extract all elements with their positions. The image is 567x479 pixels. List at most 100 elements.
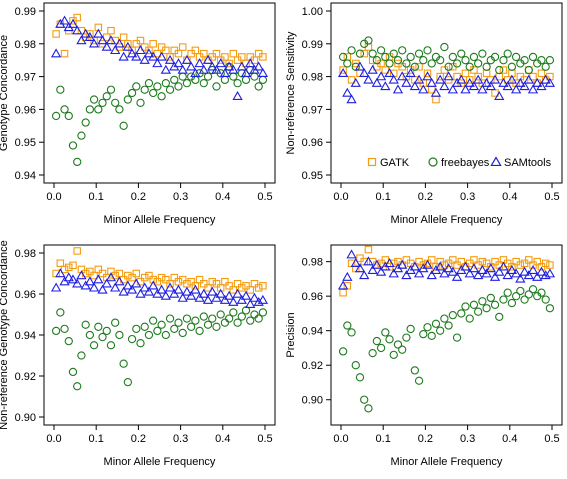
data-point-freebayes xyxy=(545,304,555,313)
series-samtools xyxy=(337,61,556,104)
data-point-gatk xyxy=(461,69,470,78)
series-gatk xyxy=(52,13,267,68)
data-point-samtools xyxy=(544,268,556,278)
data-point-gatk xyxy=(457,257,466,266)
data-point-freebayes xyxy=(250,310,259,319)
y-tick-label: 0.94 xyxy=(15,170,36,182)
data-point-samtools xyxy=(219,68,231,78)
x-tick-label: 0.1 xyxy=(376,433,391,445)
data-point-freebayes xyxy=(393,56,403,65)
data-point-samtools xyxy=(515,77,526,87)
data-point-freebayes xyxy=(478,297,487,306)
data-point-freebayes xyxy=(364,404,373,413)
data-point-gatk xyxy=(107,26,115,35)
data-point-gatk xyxy=(546,261,554,269)
data-point-samtools xyxy=(97,35,108,45)
data-point-freebayes xyxy=(153,82,162,91)
data-point-samtools xyxy=(122,41,133,51)
data-point-samtools xyxy=(110,282,121,292)
data-point-gatk xyxy=(140,273,149,282)
data-point-freebayes xyxy=(423,46,432,55)
data-point-samtools xyxy=(422,259,433,269)
data-point-samtools xyxy=(397,71,408,81)
data-point-samtools xyxy=(139,282,150,292)
data-point-samtools xyxy=(388,74,399,84)
data-point-gatk xyxy=(153,277,162,286)
data-point-freebayes xyxy=(115,330,124,340)
data-point-samtools xyxy=(84,276,96,286)
data-point-freebayes xyxy=(170,75,179,85)
data-point-freebayes xyxy=(195,326,204,336)
y-tick-label: 0.95 xyxy=(15,137,36,149)
data-point-samtools xyxy=(481,77,492,87)
data-point-freebayes xyxy=(216,310,225,319)
data-point-gatk xyxy=(174,277,183,286)
data-point-gatk xyxy=(115,269,124,278)
data-point-freebayes xyxy=(524,290,533,299)
y-tick-label: 0.95 xyxy=(302,170,323,182)
data-point-samtools xyxy=(468,263,480,273)
data-point-gatk xyxy=(427,256,436,264)
data-point-freebayes xyxy=(94,105,103,114)
data-point-freebayes xyxy=(165,314,175,323)
data-point-freebayes xyxy=(436,326,445,335)
data-point-freebayes xyxy=(161,79,170,88)
data-point-freebayes xyxy=(410,366,419,375)
data-point-samtools xyxy=(186,290,197,300)
data-point-freebayes xyxy=(541,62,550,71)
data-point-freebayes xyxy=(507,298,517,308)
data-point-samtools xyxy=(173,284,184,294)
x-tick-label: 0.0 xyxy=(46,191,61,203)
data-point-gatk xyxy=(208,277,217,286)
y-tick-label: 0.96 xyxy=(15,104,36,116)
data-point-gatk xyxy=(170,273,179,282)
data-point-gatk xyxy=(191,46,200,55)
data-point-freebayes xyxy=(338,347,348,356)
data-point-samtools xyxy=(232,288,243,298)
data-point-gatk xyxy=(86,267,94,276)
data-point-samtools xyxy=(401,77,412,87)
data-point-samtools xyxy=(245,58,256,68)
x-tick-label: 0.4 xyxy=(215,191,230,203)
data-point-freebayes xyxy=(136,98,145,107)
legend-triangle-icon xyxy=(490,156,502,167)
data-point-samtools xyxy=(80,28,91,38)
data-point-samtools xyxy=(198,64,209,74)
data-point-freebayes xyxy=(469,52,479,62)
data-point-freebayes xyxy=(144,330,154,340)
data-point-freebayes xyxy=(174,318,183,327)
data-point-freebayes xyxy=(406,52,415,62)
data-point-gatk xyxy=(339,66,347,74)
data-point-freebayes xyxy=(123,95,132,104)
data-point-freebayes xyxy=(444,321,453,330)
data-point-gatk xyxy=(216,284,225,292)
data-point-freebayes xyxy=(73,157,82,167)
data-point-gatk xyxy=(225,59,233,68)
data-point-gatk xyxy=(162,46,170,55)
data-point-samtools xyxy=(63,272,74,282)
series-freebayes xyxy=(51,62,268,167)
data-point-gatk xyxy=(533,257,541,266)
data-point-samtools xyxy=(371,259,383,269)
data-point-samtools xyxy=(532,271,543,281)
x-tick-label: 0.2 xyxy=(131,191,146,203)
data-point-freebayes xyxy=(414,49,424,58)
data-point-freebayes xyxy=(212,322,221,331)
data-point-samtools xyxy=(388,268,399,278)
data-point-samtools xyxy=(164,54,176,64)
data-point-freebayes xyxy=(73,382,82,391)
data-point-samtools xyxy=(207,61,218,71)
data-point-freebayes xyxy=(77,131,86,140)
data-point-samtools xyxy=(527,264,539,274)
data-point-samtools xyxy=(473,74,484,84)
x-tick-label: 0.3 xyxy=(173,191,188,203)
data-point-freebayes xyxy=(254,314,263,323)
data-point-samtools xyxy=(354,61,366,71)
data-point-samtools xyxy=(105,35,117,45)
data-point-freebayes xyxy=(174,82,183,91)
data-point-gatk xyxy=(343,53,352,61)
data-point-samtools xyxy=(498,261,509,271)
data-point-samtools xyxy=(464,77,475,87)
data-point-gatk xyxy=(482,69,491,78)
data-point-samtools xyxy=(468,81,480,91)
